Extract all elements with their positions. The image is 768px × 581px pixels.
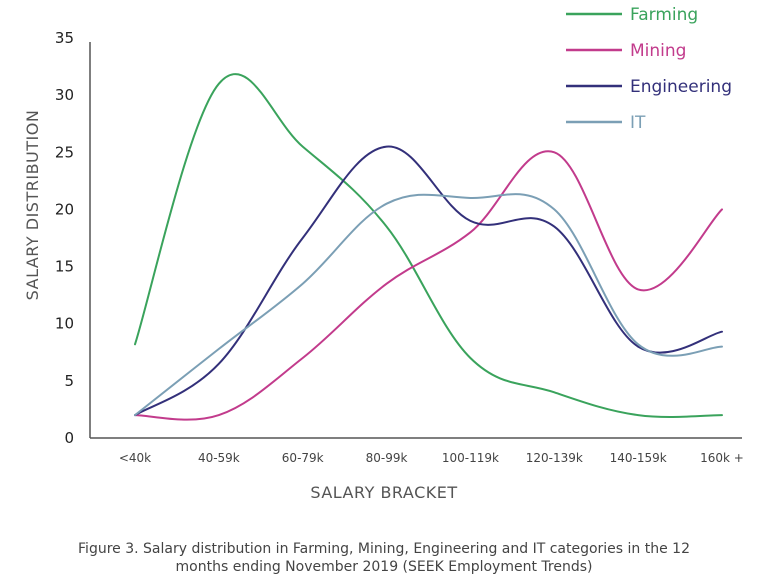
x-tick-label: 80-99k [366,451,408,465]
x-tick-labels: <40k 40-59k 60-79k 80-99k 100-119k 120-139k 14… [119,451,744,465]
legend-label-engineering: Engineering [630,77,732,97]
line-chart: 0 5 10 15 20 25 30 35 <40k 40-59k 60-79k 80-99k 100… [23,5,744,502]
legend-label-it: IT [630,113,646,133]
legend-label-mining: Mining [630,41,686,61]
y-tick-label: 30 [55,86,74,104]
y-tick-label: 35 [55,29,74,47]
x-tick-label: 120-139k [526,451,583,465]
y-tick-labels: 0 5 10 15 20 25 30 35 [55,29,74,447]
series-line-farming [134,73,723,418]
caption-line-2: months ending November 2019 (SEEK Employ… [175,559,593,575]
x-tick-label: 60-79k [282,451,324,465]
y-tick-label: 15 [55,258,74,276]
series-line-mining [134,150,723,421]
y-axis-label: SALARY DISTRIBUTION [23,110,42,301]
series-lines [134,73,723,421]
x-axis-label: SALARY BRACKET [310,483,457,502]
chart-axes [89,42,742,439]
x-tick-label: 160k + [700,451,744,465]
x-tick-label: 100-119k [442,451,499,465]
y-tick-label: 10 [55,315,74,333]
x-tick-label: 40-59k [198,451,240,465]
legend: Farming Mining Engineering IT [566,5,732,133]
x-tick-label: <40k [119,451,151,465]
series-line-it [134,193,723,417]
y-tick-label: 25 [55,143,74,161]
y-tick-label: 5 [64,372,74,390]
legend-label-farming: Farming [630,5,698,25]
y-tick-label: 0 [64,429,74,447]
x-tick-label: 140-159k [610,451,667,465]
y-tick-label: 20 [55,200,74,218]
figure-caption: Figure 3. Salary distribution in Farming… [20,540,748,576]
caption-line-1: Figure 3. Salary distribution in Farming… [78,541,690,557]
series-line-engineering [134,145,723,417]
